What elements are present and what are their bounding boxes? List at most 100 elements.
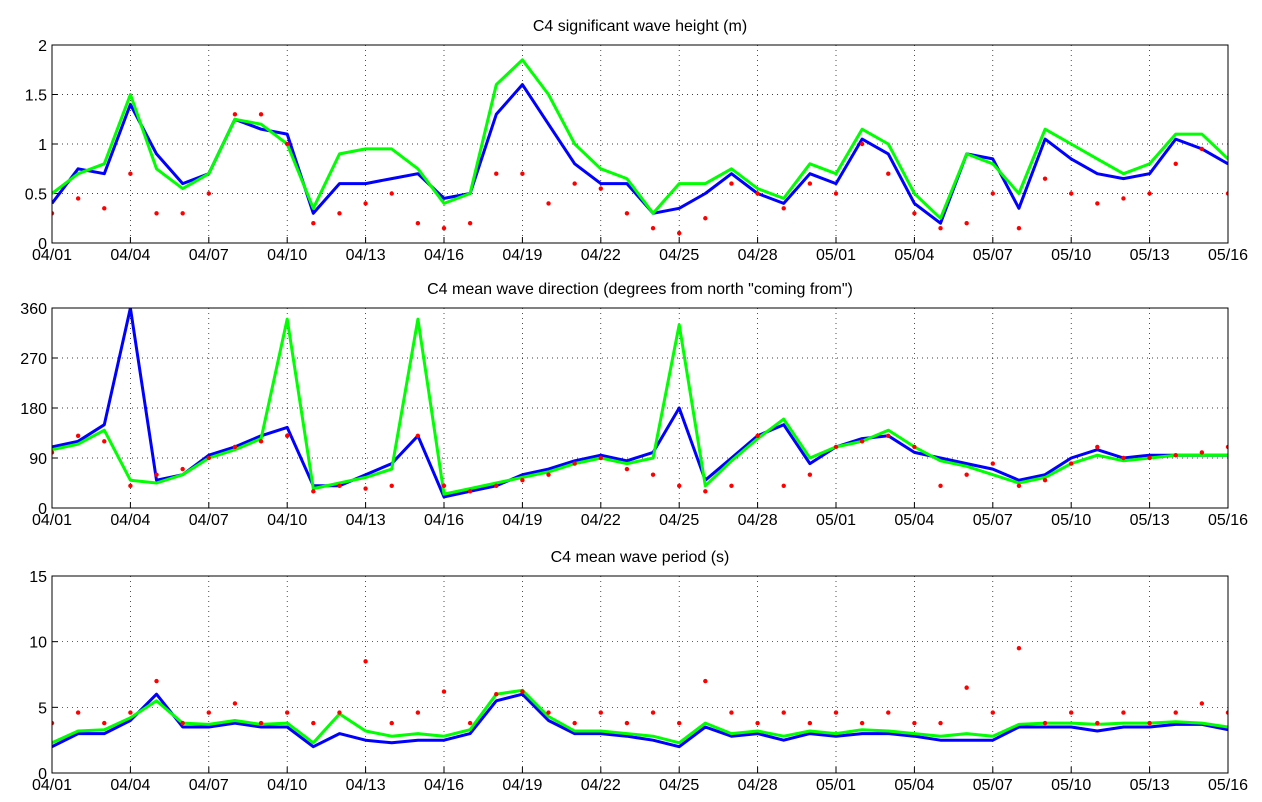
data-point [337, 211, 342, 216]
data-point [729, 181, 734, 186]
chart-title: C4 significant wave height (m) [533, 18, 747, 35]
data-point [180, 211, 185, 216]
data-point [1042, 176, 1048, 181]
data-point [807, 472, 813, 477]
data-point [729, 483, 734, 488]
x-tick-label: 05/10 [1051, 777, 1091, 794]
data-point [102, 439, 107, 444]
x-tick-label: 04/25 [659, 512, 699, 529]
x-tick-label: 05/01 [816, 777, 856, 794]
data-point [912, 444, 917, 450]
x-tick-label: 04/01 [32, 512, 72, 529]
data-point [52, 211, 55, 216]
y-tick-label: 180 [20, 401, 47, 418]
x-tick-label: 04/28 [738, 247, 778, 264]
data-point [1199, 450, 1205, 455]
x-tick-label: 05/16 [1208, 777, 1248, 794]
data-line [52, 308, 1228, 499]
data-point [128, 710, 133, 715]
axes-box [51, 307, 1229, 509]
data-point [677, 230, 682, 236]
data-point [650, 472, 656, 477]
data-line [52, 83, 1228, 225]
data-point [598, 710, 603, 715]
data-point [807, 181, 813, 186]
data-point [52, 450, 55, 455]
data-point [1147, 455, 1152, 461]
x-tick-label: 04/16 [424, 247, 464, 264]
x-tick-label: 05/16 [1208, 512, 1248, 529]
x-tick-label: 04/01 [32, 247, 72, 264]
data-point [833, 444, 839, 450]
y-tick-label: 5 [38, 700, 47, 717]
data-point [363, 486, 368, 491]
data-point [650, 225, 656, 231]
data-point [1121, 455, 1126, 461]
y-tick-label: 270 [20, 351, 47, 368]
data-point [624, 720, 630, 726]
y-tick-label: 2 [38, 38, 47, 55]
data-point [598, 455, 603, 461]
data-point [232, 444, 238, 450]
data-point [546, 472, 551, 477]
y-tick-label: 15 [29, 569, 47, 586]
data-point [1042, 720, 1048, 726]
x-tick-label: 04/04 [110, 777, 150, 794]
data-point [650, 710, 656, 715]
data-point [389, 720, 394, 726]
data-point [258, 439, 264, 444]
x-tick-label: 05/04 [894, 512, 934, 529]
data-point [494, 171, 499, 176]
data-point [990, 461, 995, 466]
x-tick-label: 05/16 [1208, 247, 1248, 264]
data-point [572, 720, 577, 726]
data-point [1199, 701, 1205, 706]
x-tick-label: 05/10 [1051, 247, 1091, 264]
data-point [703, 216, 708, 221]
data-point [859, 720, 865, 726]
data-point [75, 433, 81, 438]
data-point [232, 701, 238, 706]
data-point [755, 191, 760, 196]
data-point [337, 710, 342, 715]
data-point [1199, 146, 1205, 152]
data-point [807, 720, 813, 726]
data-point [886, 171, 891, 176]
data-line [52, 688, 1228, 745]
data-point [520, 478, 525, 483]
data-point [677, 720, 682, 726]
x-tick-label: 04/01 [32, 777, 72, 794]
x-tick-label: 05/04 [894, 777, 934, 794]
data-point [441, 483, 447, 488]
x-tick-label: 05/13 [1130, 512, 1170, 529]
data-point [102, 720, 107, 726]
data-point [467, 221, 473, 226]
x-tick-label: 04/13 [346, 247, 386, 264]
x-tick-label: 04/16 [424, 512, 464, 529]
data-point [285, 710, 290, 715]
data-point [886, 710, 891, 715]
x-tick-label: 04/28 [738, 512, 778, 529]
data-point [520, 689, 525, 694]
y-tick-label: 1.5 [25, 88, 47, 105]
data-point [1147, 191, 1152, 196]
chart-title: C4 mean wave direction (degrees from nor… [427, 281, 853, 298]
data-point [337, 483, 342, 488]
data-point [494, 483, 499, 488]
data-point [1042, 478, 1048, 483]
data-point [389, 483, 394, 488]
x-tick-label: 05/04 [894, 247, 934, 264]
data-point [1121, 196, 1126, 201]
data-point [467, 489, 473, 494]
data-point [102, 206, 107, 211]
x-tick-label: 05/07 [973, 247, 1013, 264]
data-point [1173, 453, 1178, 458]
data-point [1225, 444, 1228, 450]
data-point [520, 171, 525, 176]
data-point [154, 472, 159, 477]
x-tick-label: 04/10 [267, 777, 307, 794]
x-tick-label: 04/10 [267, 247, 307, 264]
data-point [1173, 710, 1178, 715]
data-point [389, 191, 394, 196]
